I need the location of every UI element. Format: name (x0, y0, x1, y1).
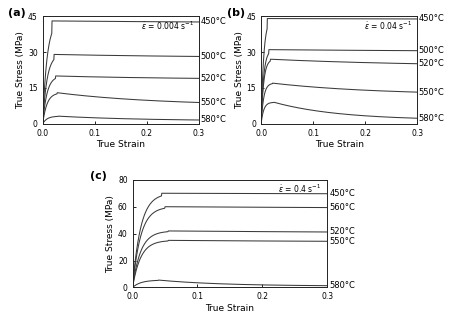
Y-axis label: True Stress (MPa): True Stress (MPa) (106, 195, 115, 273)
Text: 520°C: 520°C (200, 74, 226, 83)
Text: $\dot{\varepsilon}$ = 0.04 s$^{-1}$: $\dot{\varepsilon}$ = 0.04 s$^{-1}$ (365, 19, 412, 32)
Text: (c): (c) (90, 171, 107, 181)
Text: $\dot{\varepsilon}$ = 0.4 s$^{-1}$: $\dot{\varepsilon}$ = 0.4 s$^{-1}$ (278, 183, 321, 195)
Text: 450°C: 450°C (329, 189, 355, 198)
Text: $\dot{\varepsilon}$ = 0.004 s$^{-1}$: $\dot{\varepsilon}$ = 0.004 s$^{-1}$ (141, 19, 194, 32)
Y-axis label: True Stress (MPa): True Stress (MPa) (235, 31, 244, 109)
Text: 520°C: 520°C (419, 59, 445, 68)
Text: 500°C: 500°C (419, 46, 445, 55)
Text: 500°C: 500°C (200, 52, 226, 61)
Text: (b): (b) (227, 7, 245, 17)
X-axis label: True Strain: True Strain (96, 141, 145, 150)
Text: 520°C: 520°C (329, 227, 355, 236)
Text: 450°C: 450°C (200, 17, 226, 26)
Text: 580°C: 580°C (329, 281, 355, 290)
Y-axis label: True Stress (MPa): True Stress (MPa) (16, 31, 25, 109)
Text: 550°C: 550°C (200, 98, 226, 107)
Text: 450°C: 450°C (419, 15, 445, 24)
Text: 580°C: 580°C (200, 116, 226, 124)
Text: 580°C: 580°C (419, 114, 445, 123)
X-axis label: True Strain: True Strain (315, 141, 364, 150)
Text: 550°C: 550°C (329, 237, 355, 246)
Text: 560°C: 560°C (329, 203, 355, 212)
X-axis label: True Strain: True Strain (205, 304, 255, 313)
Text: (a): (a) (9, 7, 26, 17)
Text: 550°C: 550°C (419, 88, 445, 97)
